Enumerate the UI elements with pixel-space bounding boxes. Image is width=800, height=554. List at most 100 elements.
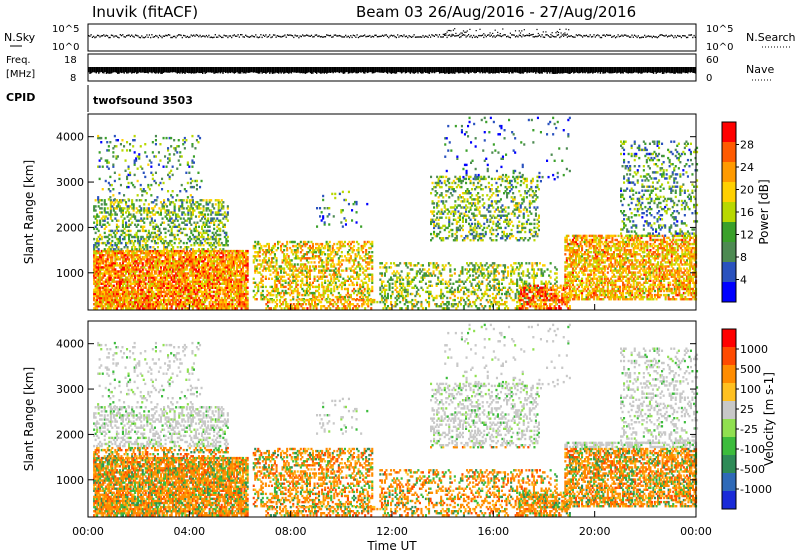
nsky-point xyxy=(587,36,588,37)
freq-point xyxy=(610,67,611,73)
nsky-point xyxy=(229,35,230,36)
nsky-point xyxy=(645,37,646,38)
freq-point xyxy=(225,67,226,73)
nsearch-point xyxy=(497,32,498,33)
freq-point xyxy=(686,67,687,73)
nsky-point xyxy=(395,36,396,37)
power-cell xyxy=(111,213,113,215)
freq-point xyxy=(498,67,499,73)
nsky-point xyxy=(89,36,90,37)
nsky-point xyxy=(507,36,508,37)
nsky-point xyxy=(586,35,587,36)
power-cell xyxy=(93,228,95,230)
nsky-point xyxy=(183,35,184,36)
nsky-point xyxy=(211,37,212,38)
nsky-point xyxy=(94,37,95,38)
freq-point xyxy=(414,67,415,74)
nsky-point xyxy=(510,37,511,38)
nsky-point xyxy=(514,35,515,36)
nsky-point xyxy=(396,37,397,38)
nsky-point xyxy=(540,36,541,37)
nsky-point xyxy=(653,36,654,37)
power-cell xyxy=(137,264,139,266)
nsky-point xyxy=(250,36,251,37)
freq-point xyxy=(600,67,601,74)
freq-point xyxy=(98,67,99,74)
nsky-point xyxy=(288,35,289,36)
freq-point xyxy=(235,67,236,73)
nsky-point xyxy=(336,35,337,36)
freq-point xyxy=(528,67,529,72)
nsearch-point xyxy=(524,29,525,30)
power-cell xyxy=(104,207,106,209)
nsky-point xyxy=(625,35,626,36)
freq-point xyxy=(669,67,670,73)
power-cell xyxy=(204,258,206,260)
power-cell xyxy=(139,307,141,309)
freq-point xyxy=(493,67,494,73)
nsky-point xyxy=(283,35,284,36)
nsky-point xyxy=(291,35,292,36)
nsky-point xyxy=(450,36,451,37)
freq-point xyxy=(201,67,202,73)
nsky-point xyxy=(265,34,266,35)
freq-point xyxy=(388,67,389,72)
freq-point xyxy=(192,67,193,73)
nsearch-point xyxy=(469,29,470,30)
power-cell xyxy=(117,248,119,250)
nsearch-point xyxy=(533,34,534,35)
power-cell xyxy=(117,226,119,228)
freq-point xyxy=(379,67,380,73)
freq-point xyxy=(663,67,664,74)
power-cell xyxy=(105,226,107,228)
nsky-point xyxy=(602,35,603,36)
nsky-point xyxy=(667,36,668,37)
nsky-point xyxy=(626,35,627,36)
nsky-point xyxy=(301,36,302,37)
nsky-point xyxy=(365,36,366,37)
nsky-point xyxy=(362,36,363,37)
freq-point xyxy=(616,67,617,74)
nsky-point xyxy=(196,34,197,35)
freq-point xyxy=(255,67,256,73)
freq-point xyxy=(488,67,489,74)
nsky-point xyxy=(392,35,393,36)
freq-point xyxy=(477,67,478,72)
power-cell xyxy=(247,279,249,281)
nsky-point xyxy=(562,34,563,35)
nsky-point xyxy=(91,34,92,35)
nsearch-point xyxy=(466,32,467,33)
power-cell xyxy=(225,274,227,276)
nsky-point xyxy=(612,36,613,37)
nsky-point xyxy=(224,35,225,36)
nsearch-point xyxy=(449,30,450,31)
nsky-point xyxy=(335,34,336,35)
freq-point xyxy=(269,67,270,74)
freq-point xyxy=(193,67,194,74)
nsky-point xyxy=(182,37,183,38)
nsky-point xyxy=(189,36,190,37)
power-cell xyxy=(209,268,211,270)
freq-point xyxy=(198,67,199,73)
freq-point xyxy=(312,67,313,74)
freq-point xyxy=(241,67,242,72)
nsky-point xyxy=(414,34,415,35)
freq-point xyxy=(540,67,541,73)
nsearch-point xyxy=(557,31,558,32)
freq-point xyxy=(302,67,303,73)
freq-point xyxy=(640,67,641,74)
nsearch-point xyxy=(454,28,455,29)
freq-point xyxy=(678,67,679,74)
freq-point xyxy=(383,67,384,73)
nsky-point xyxy=(436,35,437,36)
power-cell xyxy=(247,268,249,270)
freq-point xyxy=(359,67,360,72)
freq-point xyxy=(116,67,117,73)
nsky-point xyxy=(384,34,385,35)
nsky-point xyxy=(430,36,431,37)
nsky-point xyxy=(629,36,630,37)
freq-point xyxy=(392,67,393,73)
freq-point xyxy=(368,67,369,73)
power-cell xyxy=(166,307,168,309)
freq-point xyxy=(435,67,436,72)
